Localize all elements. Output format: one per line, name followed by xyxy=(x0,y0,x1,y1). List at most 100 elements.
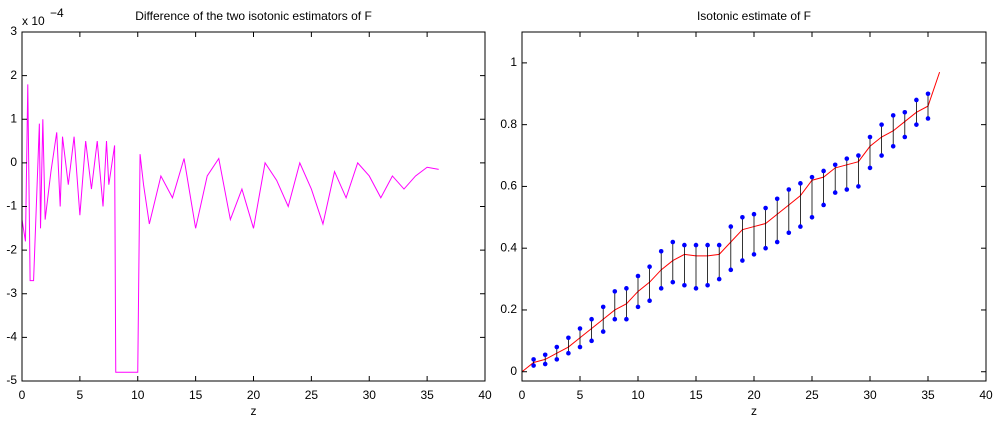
stem-dot-upper xyxy=(844,156,850,161)
stem-dot-upper xyxy=(740,215,745,220)
stem-dot-upper xyxy=(856,153,861,158)
y-tick-label: 0 xyxy=(510,364,517,378)
stem-dot-upper xyxy=(879,122,884,127)
plot-area xyxy=(22,32,485,381)
stem-dot-lower xyxy=(728,267,734,273)
x-axis-label: z xyxy=(251,404,257,418)
stem-dot-lower xyxy=(774,239,780,245)
stem-dot-lower xyxy=(751,252,757,257)
stem-dot-upper xyxy=(821,168,826,174)
stem-dot-lower xyxy=(821,202,826,208)
y-tick-label: -3 xyxy=(6,286,17,300)
stem-dot-lower xyxy=(542,361,548,367)
stem-dot-upper xyxy=(716,242,722,248)
stem-dot-lower xyxy=(612,316,618,322)
stem-dot-lower xyxy=(740,258,745,263)
stem-dot-lower xyxy=(566,350,571,356)
stem-dot-upper xyxy=(647,264,652,270)
stem-dot-lower xyxy=(914,122,919,127)
stem-dot-upper xyxy=(542,352,548,358)
stem-dot-lower xyxy=(670,279,676,285)
stem-dot-lower xyxy=(577,344,583,350)
stem-dot-upper xyxy=(809,174,815,180)
stem-dot-upper xyxy=(577,326,583,331)
stem-dot-upper xyxy=(798,181,803,186)
x-tick-label: 20 xyxy=(247,388,261,402)
stem-dot-upper xyxy=(566,335,571,341)
stem-dot-lower xyxy=(832,190,838,195)
x-tick-label: 25 xyxy=(805,388,819,402)
stem-dot-lower xyxy=(624,316,629,322)
chart-title: Difference of the two isotonic estimator… xyxy=(135,9,372,23)
stem-dot-lower xyxy=(890,143,896,149)
stem-dot-lower xyxy=(902,134,908,140)
stem-dot-lower xyxy=(589,338,594,344)
stem-dot-lower xyxy=(705,282,710,288)
stem-dot-upper xyxy=(867,134,873,140)
stem-dot-upper xyxy=(890,113,896,118)
stem-dot-lower xyxy=(531,363,536,368)
stem-dot-upper xyxy=(914,97,919,103)
x-tick-label: 5 xyxy=(77,388,84,402)
y-multiplier-exponent: −4 xyxy=(50,6,64,20)
stem-dot-lower xyxy=(635,304,641,310)
stem-dot-upper xyxy=(635,273,641,279)
stem-dot-lower xyxy=(856,184,861,189)
stem-dot-upper xyxy=(624,286,629,291)
x-tick-label: 30 xyxy=(363,388,377,402)
y-multiplier: x 10 xyxy=(22,14,45,28)
x-tick-label: 20 xyxy=(747,388,761,402)
y-tick-label: -2 xyxy=(6,242,17,256)
y-tick-label: 0.8 xyxy=(500,117,517,131)
stem-dot-lower xyxy=(716,276,722,282)
stem-dot-lower xyxy=(658,286,664,291)
data-line xyxy=(21,84,439,373)
x-axis-label: z xyxy=(751,404,757,418)
stem-dot-lower xyxy=(844,187,850,192)
stem-dot-lower xyxy=(647,298,652,303)
x-tick-label: 35 xyxy=(921,388,935,402)
stem-dot-upper xyxy=(554,344,560,350)
stem-dot-lower xyxy=(763,245,768,251)
stem-dot-lower xyxy=(693,286,699,291)
stem-dot-upper xyxy=(600,304,606,310)
stem-dot-upper xyxy=(682,242,687,248)
x-tick-label: 35 xyxy=(420,388,434,402)
x-tick-label: 15 xyxy=(189,388,203,402)
stem-dot-lower xyxy=(879,153,884,158)
x-tick-label: 40 xyxy=(979,388,993,402)
stem-dot-upper xyxy=(693,242,699,248)
x-tick-label: 25 xyxy=(305,388,319,402)
y-tick-label: 3 xyxy=(10,24,17,38)
stem-dot-lower xyxy=(554,357,560,362)
y-tick-label: -4 xyxy=(6,330,17,344)
stem-dot-upper xyxy=(728,224,734,229)
stem-dot-upper xyxy=(705,242,710,248)
x-tick-label: 5 xyxy=(577,388,584,402)
stem-dot-upper xyxy=(902,110,908,115)
stem-dot-upper xyxy=(658,248,664,254)
stem-dot-upper xyxy=(589,316,594,322)
stem-dot-lower xyxy=(925,116,931,121)
stem-dot-lower xyxy=(809,215,815,220)
y-tick-label: 0.6 xyxy=(500,179,517,193)
stem-dot-lower xyxy=(682,282,687,288)
chart-title: Isotonic estimate of F xyxy=(697,9,811,23)
x-tick-label: 10 xyxy=(131,388,145,402)
y-tick-label: 0.2 xyxy=(500,302,517,316)
x-tick-label: 0 xyxy=(519,388,526,402)
stem-dot-upper xyxy=(763,205,768,211)
stem-dot-upper xyxy=(786,187,792,192)
stem-dot-upper xyxy=(670,239,676,245)
stem-dot-lower xyxy=(867,165,873,171)
x-tick-label: 0 xyxy=(19,388,26,402)
stem-dot-upper xyxy=(925,91,931,97)
stem-dot-lower xyxy=(798,224,803,229)
y-tick-label: 1 xyxy=(510,55,517,69)
y-tick-label: 1 xyxy=(10,111,17,125)
stem-dot-lower xyxy=(600,329,606,334)
y-tick-label: -1 xyxy=(6,199,17,213)
y-tick-label: 0.4 xyxy=(500,240,517,254)
x-tick-label: 30 xyxy=(863,388,877,402)
